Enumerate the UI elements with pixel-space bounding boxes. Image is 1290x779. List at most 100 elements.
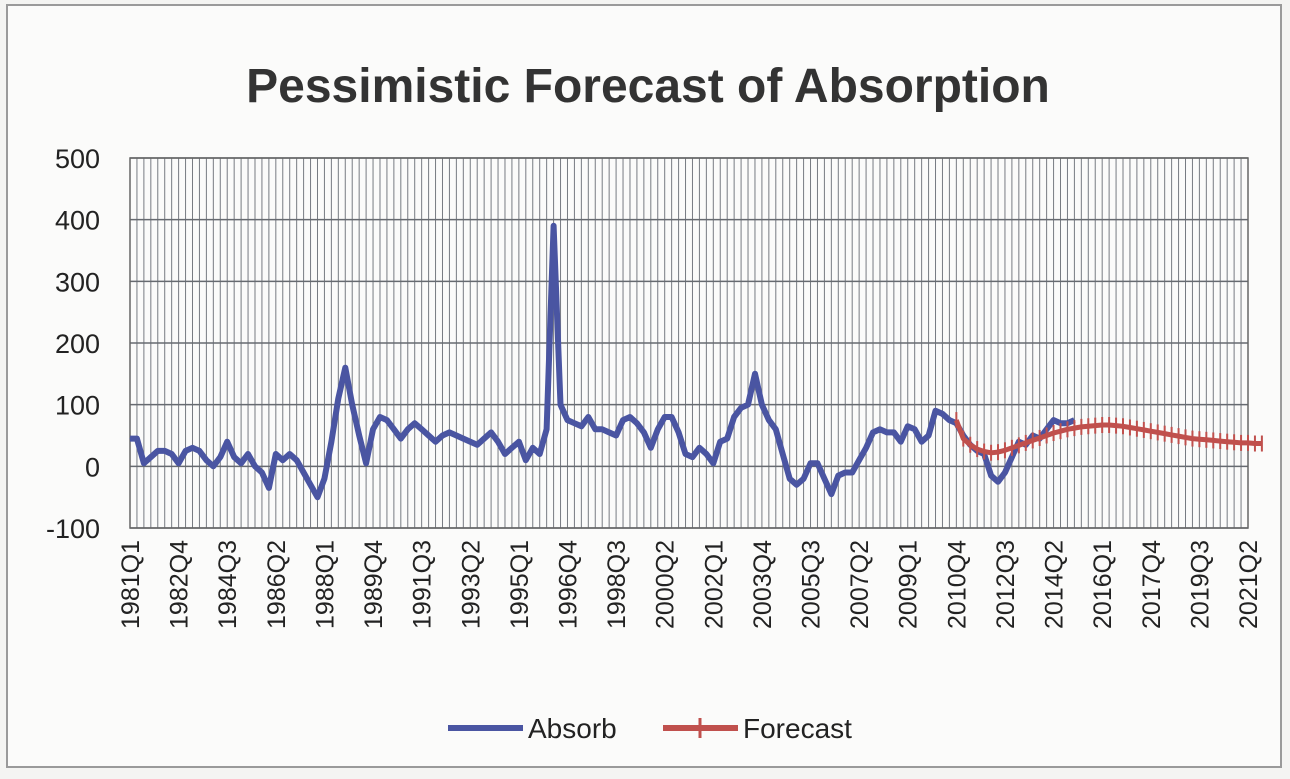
data-point-absorb — [893, 431, 895, 433]
data-point-absorb — [198, 450, 200, 452]
x-tick-label: 1991Q3 — [409, 540, 437, 629]
data-point-absorb — [698, 447, 700, 449]
data-point-absorb — [914, 428, 916, 430]
x-tick-label: 1988Q1 — [311, 540, 339, 629]
data-point-absorb — [386, 419, 388, 421]
data-point-absorb — [948, 419, 950, 421]
data-point-absorb — [178, 462, 180, 464]
chart-title: Pessimistic Forecast of Absorption — [246, 60, 1050, 113]
data-point-absorb — [775, 428, 777, 430]
data-point-absorb — [525, 459, 527, 461]
data-point-absorb — [379, 416, 381, 418]
x-tick-label: 2007Q2 — [846, 540, 874, 629]
data-point-absorb — [712, 462, 714, 464]
data-point-absorb — [865, 447, 867, 449]
data-point-absorb — [316, 496, 318, 498]
x-tick-label: 1995Q1 — [506, 540, 534, 629]
data-point-absorb — [191, 447, 193, 449]
data-point-absorb — [205, 459, 207, 461]
y-tick-label: 100 — [55, 391, 100, 421]
x-tick-label: 2017Q4 — [1138, 540, 1166, 629]
data-point-absorb — [858, 459, 860, 461]
plot-border — [129, 157, 1249, 529]
data-point-absorb — [997, 481, 999, 483]
data-point-absorb — [705, 453, 707, 455]
data-point-absorb — [532, 447, 534, 449]
chart-frame: Pessimistic Forecast of Absorption -100 0… — [6, 4, 1282, 768]
data-point-absorb — [830, 493, 832, 495]
data-point-absorb — [421, 428, 423, 430]
data-point-absorb — [441, 435, 443, 436]
data-point-absorb — [143, 462, 145, 464]
data-point-absorb — [448, 431, 450, 433]
y-tick-label: 500 — [55, 144, 100, 174]
data-point-absorb — [365, 462, 367, 464]
data-point-absorb — [171, 453, 173, 455]
data-point-absorb — [768, 419, 770, 421]
data-point-absorb — [900, 441, 902, 443]
data-point-absorb — [546, 428, 548, 430]
x-tick-label: 2021Q2 — [1235, 540, 1263, 629]
data-point-absorb — [136, 438, 138, 440]
data-point-absorb — [941, 413, 943, 415]
x-tick-label: 2014Q2 — [1041, 540, 1069, 629]
data-point-absorb — [740, 407, 742, 409]
data-point-absorb — [400, 438, 402, 440]
data-point-absorb — [511, 447, 513, 449]
y-tick-label: 0 — [85, 452, 100, 482]
data-point-absorb — [810, 462, 812, 464]
y-tick-label: 300 — [55, 267, 100, 297]
x-tick-label: 2012Q3 — [992, 540, 1020, 629]
data-point-absorb — [233, 456, 235, 458]
data-point-absorb — [240, 462, 242, 464]
x-tick-label: 1981Q1 — [117, 540, 145, 629]
data-point-absorb — [907, 425, 909, 427]
data-point-absorb — [455, 435, 457, 436]
data-point-absorb — [358, 435, 360, 436]
data-point-absorb — [351, 404, 353, 406]
data-point-absorb — [782, 453, 784, 455]
data-point-absorb — [928, 435, 930, 436]
data-point-absorb — [476, 444, 478, 446]
data-point-absorb — [837, 475, 839, 477]
data-point-absorb — [726, 438, 728, 440]
data-point-absorb — [157, 450, 159, 452]
data-point-absorb — [872, 431, 874, 433]
data-point-absorb — [615, 435, 617, 436]
data-point-absorb — [282, 459, 284, 461]
data-point-absorb — [164, 450, 166, 452]
data-point-absorb — [671, 416, 673, 418]
data-point-absorb — [553, 225, 555, 227]
data-point-absorb — [747, 404, 749, 406]
data-point-absorb — [247, 453, 249, 455]
x-tick-label: 1982Q4 — [166, 540, 194, 629]
legend-label-absorb: Absorb — [528, 713, 617, 744]
data-point-absorb — [226, 441, 228, 443]
x-tick-label: 2000Q2 — [652, 540, 680, 629]
data-point-absorb — [636, 422, 638, 424]
data-point-absorb — [518, 441, 520, 443]
data-point-absorb — [310, 484, 312, 486]
data-point-absorb — [664, 416, 666, 418]
data-point-absorb — [483, 438, 485, 440]
data-point-absorb — [275, 453, 277, 455]
x-tick-label: 1986Q2 — [263, 540, 291, 629]
data-point-absorb — [469, 441, 471, 443]
data-point-absorb — [1011, 456, 1013, 458]
x-tick-label: 2003Q4 — [749, 540, 777, 629]
data-point-absorb — [289, 453, 291, 455]
data-point-absorb — [268, 487, 270, 489]
data-point-absorb — [566, 419, 568, 421]
data-point-absorb — [796, 484, 798, 486]
data-point-absorb — [921, 441, 923, 443]
data-point-absorb — [330, 441, 332, 443]
y-tick-label: 200 — [55, 329, 100, 359]
data-point-absorb — [428, 435, 430, 436]
data-point-absorb — [879, 428, 881, 430]
data-point-absorb — [254, 465, 256, 467]
data-point-absorb — [580, 425, 582, 427]
y-tick-label: 400 — [55, 206, 100, 236]
data-point-absorb — [622, 419, 624, 421]
data-point-absorb — [497, 441, 499, 443]
data-point-absorb — [844, 472, 846, 473]
